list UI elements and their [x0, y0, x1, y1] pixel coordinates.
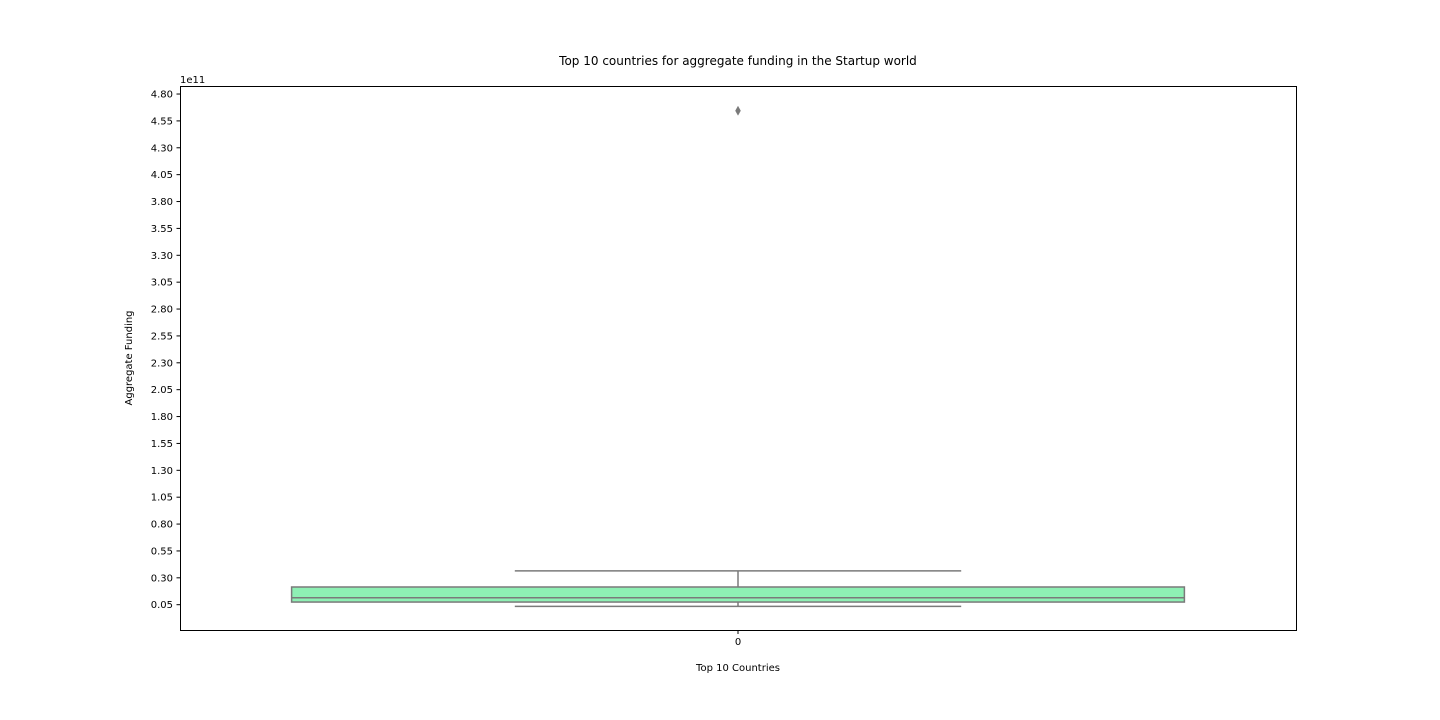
y-tick-label: 1.55 [151, 439, 173, 450]
y-tick-label: 0.05 [151, 600, 173, 611]
y-axis: 0.05 0.30 0.55 0.80 1.05 1.30 1.55 1.80 2.05 2.30… [151, 90, 181, 611]
y-tick-label: 4.80 [151, 90, 173, 101]
plot-frame [180, 86, 1297, 631]
y-tick-label: 0.55 [151, 546, 173, 557]
y-axis-title: Aggregate Funding [124, 311, 135, 406]
y-tick-label: 3.55 [151, 224, 173, 235]
box-plot [290, 105, 1186, 608]
y-tick-label: 3.80 [151, 197, 173, 208]
y-tick-label: 0.30 [151, 573, 173, 584]
y-tick-label: 3.30 [151, 251, 173, 262]
y-tick-label: 4.05 [151, 170, 173, 181]
y-tick-label: 2.05 [151, 385, 173, 396]
y-tick-label: 2.80 [151, 305, 173, 316]
x-axis: 0 [735, 630, 741, 648]
y-tick-label: 2.30 [151, 358, 173, 369]
outlier-point [735, 105, 741, 116]
y-tick-label: 1.80 [151, 412, 173, 423]
y-tick-label: 3.05 [151, 278, 173, 289]
y-tick-label: 4.55 [151, 116, 173, 127]
y-offset-label: 1e11 [180, 75, 205, 86]
y-tick-label: 1.05 [151, 493, 173, 504]
x-tick-label: 0 [735, 637, 741, 648]
y-tick-label: 0.80 [151, 520, 173, 531]
y-tick-label: 4.30 [151, 143, 173, 154]
chart-title: Top 10 countries for aggregate funding i… [558, 54, 917, 68]
y-tick-label: 1.30 [151, 466, 173, 477]
y-tick-label: 2.55 [151, 331, 173, 342]
x-axis-title: Top 10 Countries [695, 663, 780, 674]
box-iqr [290, 586, 1186, 603]
